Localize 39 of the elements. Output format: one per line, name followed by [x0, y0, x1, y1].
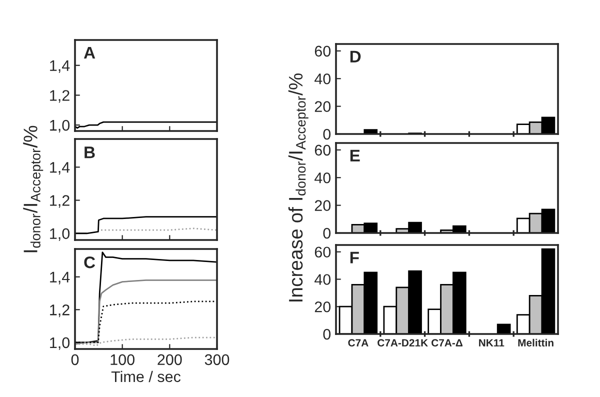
y-axis-title: Increase of I$_{donor}$/I$_{Acceptor}$/%: [288, 73, 308, 302]
y-tick-label: 0: [323, 128, 331, 140]
annotation: B: [84, 146, 95, 158]
annotation: D: [350, 50, 361, 62]
y-tick-label: 40: [314, 172, 331, 184]
x-tick-label: Melittin: [518, 338, 554, 347]
x-tick-label: 200: [158, 354, 182, 366]
y-tick-label: 0: [323, 328, 331, 340]
y-tick-label: 60: [314, 246, 331, 258]
x-tick-label: 300: [204, 354, 230, 366]
annotation: F: [350, 252, 359, 264]
x-axis-title: Time / sec: [111, 370, 181, 382]
y-tick-label: 1,4: [50, 162, 70, 175]
x-tick-label: 0: [71, 354, 79, 366]
y-tick-label: 1,2: [50, 195, 70, 208]
y-axis-title: I$_{donor}$/I$_{Acceptor}$/%: [23, 126, 44, 252]
y-tick-label: 40: [314, 274, 331, 285]
y-tick-label: 20: [314, 101, 331, 112]
y-tick-label: 1,2: [50, 90, 70, 103]
annotation: A: [84, 46, 96, 58]
annotation: C: [84, 256, 96, 268]
y-tick-label: 40: [314, 73, 331, 84]
y-tick-label: 20: [314, 301, 331, 312]
y-tick-label: 20: [314, 200, 331, 211]
y-tick-label: 1,4: [50, 272, 70, 284]
y-tick-label: 60: [314, 46, 331, 57]
y-tick-label: 1,2: [50, 304, 70, 318]
x-tick-label: C7A: [348, 339, 368, 347]
x-tick-label: C7A-Δ: [432, 339, 462, 347]
y-tick-label: 0: [323, 228, 331, 239]
x-tick-label: 100: [110, 354, 134, 366]
y-tick-label: 60: [314, 144, 331, 156]
y-tick-label: 1,0: [50, 228, 70, 241]
x-tick-label: NK11: [479, 339, 504, 346]
y-tick-label: 1,0: [50, 120, 70, 133]
annotation: E: [350, 150, 360, 162]
x-tick-label: C7A-D21K: [378, 339, 428, 347]
y-tick-label: 1,4: [50, 60, 70, 73]
y-tick-label: 1,0: [50, 337, 70, 350]
